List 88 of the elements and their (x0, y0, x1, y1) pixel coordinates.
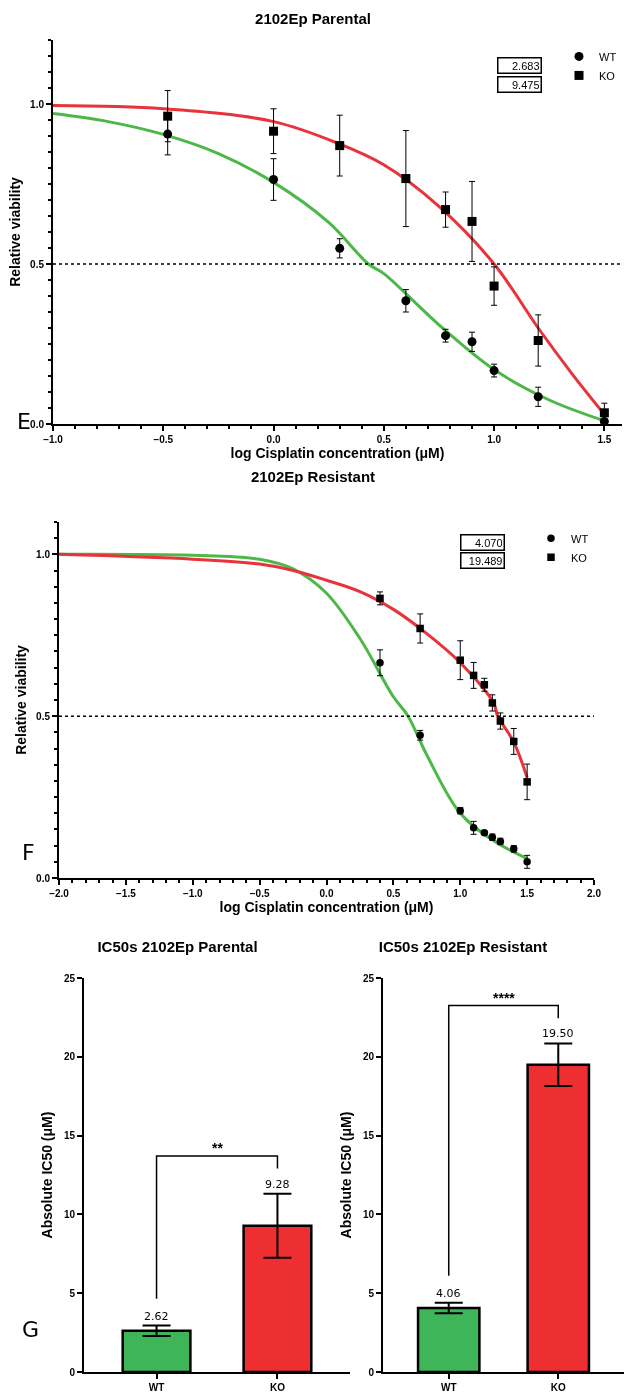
point (533, 335, 543, 345)
point (523, 778, 531, 786)
point (488, 699, 497, 707)
x-tick-label: −2.0 (49, 888, 70, 899)
legend-label: WT (571, 532, 589, 545)
x-tick-label: 0.0 (266, 434, 281, 445)
x-tick-label: 0.5 (376, 434, 392, 445)
data-label: 9.28 (265, 1178, 290, 1191)
point (401, 174, 411, 184)
annotation: **** (493, 990, 516, 1006)
y-tick-label: 0.0 (30, 418, 45, 430)
y-tick-label: 5 (368, 1287, 375, 1299)
point (469, 824, 478, 832)
text: F (22, 840, 35, 865)
x-tick-label: 2.0 (587, 888, 602, 899)
chart-title: IC50s 2102Ep Resistant (378, 938, 548, 956)
y-tick-label: 25 (63, 972, 76, 984)
point (467, 216, 477, 226)
y-tick-label: 20 (63, 1051, 76, 1063)
point (480, 681, 489, 689)
legend-label: KO (599, 69, 616, 82)
y-tick-label: 0.5 (30, 258, 45, 270)
annotation: 2.683 (511, 59, 540, 72)
point (523, 858, 531, 866)
y-tick-label: 1.0 (30, 98, 45, 110)
point (489, 281, 499, 291)
point (269, 126, 279, 136)
legend-label: WT (599, 50, 617, 63)
data-label: 19.50 (542, 1027, 574, 1040)
annotation: 9.475 (511, 78, 540, 91)
point (163, 111, 173, 121)
point (599, 408, 609, 418)
y-axis-title: Relative viability (7, 176, 24, 287)
point (335, 141, 345, 151)
y-axis-title: Absolute IC50 (μM) (38, 1111, 55, 1239)
x-tick-label: 1.5 (520, 888, 535, 899)
y-tick-label: 1.0 (36, 548, 51, 560)
y-tick-label: 15 (63, 1130, 76, 1142)
data-label: 4.06 (436, 1287, 461, 1300)
point (335, 243, 345, 253)
x-tick-label: 0.0 (319, 888, 334, 899)
point (467, 337, 477, 347)
x-tick-label: −0.5 (249, 888, 270, 899)
y-tick-label: 0.0 (36, 872, 51, 884)
y-tick-label: 25 (362, 972, 375, 984)
point (376, 659, 384, 667)
y-tick-label: 0 (69, 1366, 76, 1378)
x-tick-label: 1.0 (453, 888, 468, 899)
point (496, 717, 505, 725)
text: E (17, 409, 31, 434)
x-tick-label: −1.5 (116, 888, 137, 899)
x-tick-label: KO (269, 1382, 286, 1393)
x-tick-label: −1.0 (43, 434, 64, 445)
chart-title: IC50s 2102Ep Parental (97, 938, 258, 956)
x-tick-label: KO (550, 1382, 566, 1393)
x-tick-label: −1.0 (182, 888, 204, 899)
y-tick-label: 20 (362, 1051, 375, 1063)
chart-title: 2102Ep Parental (255, 10, 371, 28)
point (269, 175, 279, 185)
point (401, 296, 411, 306)
x-tick-label: 1.0 (487, 434, 502, 445)
x-tick-label: WT (440, 1382, 457, 1393)
y-tick-label: 0 (368, 1366, 375, 1378)
x-tick-label: 1.5 (597, 434, 612, 445)
point (416, 624, 424, 633)
y-tick-label: 10 (63, 1208, 76, 1220)
y-tick-label: 5 (69, 1287, 76, 1299)
x-axis-title: log Cisplatin concentration (μM) (230, 445, 445, 461)
y-axis-title: Relative viability (13, 644, 30, 755)
x-tick-label: WT (148, 1382, 165, 1393)
x-tick-label: 0.5 (386, 888, 401, 899)
point (441, 205, 451, 215)
chart-title: 2102Ep Resistant (250, 467, 376, 485)
y-tick-label: 15 (362, 1130, 375, 1142)
y-tick-label: 0.5 (36, 710, 51, 722)
legend-label: KO (571, 551, 588, 564)
annotation: 4.070 (474, 536, 503, 549)
y-tick-label: 10 (362, 1208, 375, 1220)
point (533, 392, 543, 402)
x-tick-label: −0.5 (153, 434, 174, 445)
y-axis-title: Absolute IC50 (μM) (337, 1111, 354, 1239)
annotation: ** (212, 1140, 224, 1156)
annotation: 19.489 (468, 554, 503, 567)
point (456, 656, 464, 664)
x-axis-title: log Cisplatin concentration (μM) (219, 899, 434, 915)
text: G (22, 1317, 40, 1342)
data-label: 2.62 (144, 1310, 169, 1323)
point (510, 737, 518, 746)
